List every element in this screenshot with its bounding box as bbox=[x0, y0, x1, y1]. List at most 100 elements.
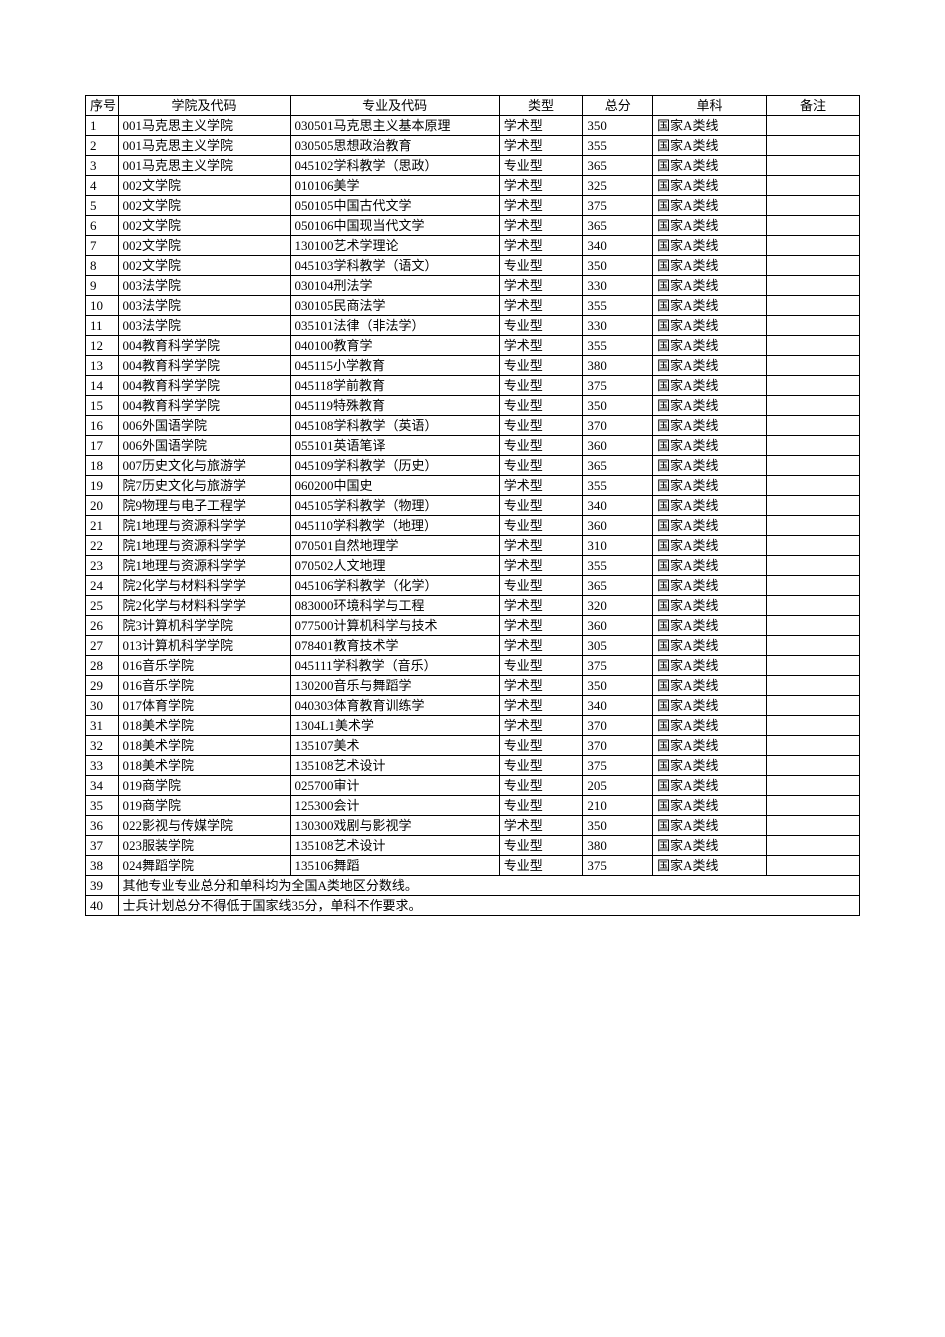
table-cell: 030501马克思主义基本原理 bbox=[290, 116, 499, 136]
table-cell: 专业型 bbox=[499, 436, 583, 456]
table-cell: 045105学科教学（物理） bbox=[290, 496, 499, 516]
table-cell: 004教育科学学院 bbox=[118, 336, 290, 356]
table-cell: 国家A类线 bbox=[653, 236, 767, 256]
table-row: 18007历史文化与旅游学045109学科教学（历史）专业型365国家A类线 bbox=[86, 456, 860, 476]
table-cell: 国家A类线 bbox=[653, 196, 767, 216]
table-cell: 18 bbox=[86, 456, 119, 476]
table-cell: 210 bbox=[583, 796, 653, 816]
table-cell: 375 bbox=[583, 656, 653, 676]
table-cell: 院9物理与电子工程学 bbox=[118, 496, 290, 516]
table-cell: 350 bbox=[583, 256, 653, 276]
table-cell: 2 bbox=[86, 136, 119, 156]
table-row: 13004教育科学学院045115小学教育专业型380国家A类线 bbox=[86, 356, 860, 376]
table-cell: 003法学院 bbox=[118, 316, 290, 336]
table-cell: 320 bbox=[583, 596, 653, 616]
table-cell: 350 bbox=[583, 676, 653, 696]
table-cell: 045119特殊教育 bbox=[290, 396, 499, 416]
table-row: 9003法学院030104刑法学学术型330国家A类线 bbox=[86, 276, 860, 296]
table-cell: 3 bbox=[86, 156, 119, 176]
table-cell: 国家A类线 bbox=[653, 616, 767, 636]
table-cell: 专业型 bbox=[499, 156, 583, 176]
table-cell: 070501自然地理学 bbox=[290, 536, 499, 556]
table-cell: 国家A类线 bbox=[653, 496, 767, 516]
table-cell: 16 bbox=[86, 416, 119, 436]
table-cell bbox=[767, 536, 860, 556]
table-row: 25院2化学与材料科学学083000环境科学与工程学术型320国家A类线 bbox=[86, 596, 860, 616]
table-cell: 院1地理与资源科学学 bbox=[118, 536, 290, 556]
table-cell: 006外国语学院 bbox=[118, 436, 290, 456]
table-cell bbox=[767, 836, 860, 856]
table-row: 36022影视与传媒学院130300戏剧与影视学学术型350国家A类线 bbox=[86, 816, 860, 836]
table-cell: 016音乐学院 bbox=[118, 676, 290, 696]
table-cell: 135107美术 bbox=[290, 736, 499, 756]
table-cell: 325 bbox=[583, 176, 653, 196]
table-cell: 国家A类线 bbox=[653, 116, 767, 136]
table-cell: 045109学科教学（历史） bbox=[290, 456, 499, 476]
table-cell: 学术型 bbox=[499, 596, 583, 616]
table-cell bbox=[767, 156, 860, 176]
table-cell: 学术型 bbox=[499, 136, 583, 156]
table-row: 23院1地理与资源科学学070502人文地理学术型355国家A类线 bbox=[86, 556, 860, 576]
table-row: 4002文学院010106美学学术型325国家A类线 bbox=[86, 176, 860, 196]
table-cell: 学术型 bbox=[499, 116, 583, 136]
header-seq: 序号 bbox=[86, 96, 119, 116]
table-cell: 9 bbox=[86, 276, 119, 296]
footer-row: 39其他专业专业总分和单科均为全国A类地区分数线。 bbox=[86, 876, 860, 896]
table-cell: 25 bbox=[86, 596, 119, 616]
table-cell: 学术型 bbox=[499, 296, 583, 316]
table-cell: 077500计算机科学与技术 bbox=[290, 616, 499, 636]
table-cell: 350 bbox=[583, 396, 653, 416]
table-cell: 018美术学院 bbox=[118, 716, 290, 736]
table-cell: 专业型 bbox=[499, 856, 583, 876]
table-cell: 院2化学与材料科学学 bbox=[118, 576, 290, 596]
table-cell: 007历史文化与旅游学 bbox=[118, 456, 290, 476]
table-cell: 21 bbox=[86, 516, 119, 536]
table-cell: 学术型 bbox=[499, 556, 583, 576]
table-cell: 370 bbox=[583, 416, 653, 436]
table-cell: 355 bbox=[583, 296, 653, 316]
table-cell: 030105民商法学 bbox=[290, 296, 499, 316]
table-cell: 360 bbox=[583, 516, 653, 536]
table-cell: 15 bbox=[86, 396, 119, 416]
table-cell: 国家A类线 bbox=[653, 456, 767, 476]
table-cell: 024舞蹈学院 bbox=[118, 856, 290, 876]
table-cell bbox=[767, 636, 860, 656]
table-row: 3001马克思主义学院045102学科教学（思政）专业型365国家A类线 bbox=[86, 156, 860, 176]
table-cell: 国家A类线 bbox=[653, 696, 767, 716]
footer-row: 40士兵计划总分不得低于国家线35分，单科不作要求。 bbox=[86, 896, 860, 916]
table-cell: 国家A类线 bbox=[653, 556, 767, 576]
table-cell: 专业型 bbox=[499, 416, 583, 436]
table-cell: 7 bbox=[86, 236, 119, 256]
table-cell: 001马克思主义学院 bbox=[118, 156, 290, 176]
table-cell: 002文学院 bbox=[118, 196, 290, 216]
table-cell: 355 bbox=[583, 556, 653, 576]
table-cell: 学术型 bbox=[499, 716, 583, 736]
table-cell: 375 bbox=[583, 856, 653, 876]
table-cell bbox=[767, 476, 860, 496]
table-cell: 375 bbox=[583, 756, 653, 776]
table-cell bbox=[767, 396, 860, 416]
table-cell: 4 bbox=[86, 176, 119, 196]
table-cell: 专业型 bbox=[499, 316, 583, 336]
footer-seq: 39 bbox=[86, 876, 119, 896]
table-cell: 310 bbox=[583, 536, 653, 556]
table-cell: 030104刑法学 bbox=[290, 276, 499, 296]
table-cell: 045111学科教学（音乐） bbox=[290, 656, 499, 676]
table-cell: 5 bbox=[86, 196, 119, 216]
table-cell: 学术型 bbox=[499, 676, 583, 696]
table-cell: 专业型 bbox=[499, 356, 583, 376]
table-cell: 国家A类线 bbox=[653, 576, 767, 596]
table-cell bbox=[767, 276, 860, 296]
table-cell: 305 bbox=[583, 636, 653, 656]
table-row: 1001马克思主义学院030501马克思主义基本原理学术型350国家A类线 bbox=[86, 116, 860, 136]
table-cell: 355 bbox=[583, 336, 653, 356]
table-cell: 135108艺术设计 bbox=[290, 836, 499, 856]
table-cell: 040303体育教育训练学 bbox=[290, 696, 499, 716]
table-cell: 学术型 bbox=[499, 696, 583, 716]
table-row: 37023服装学院135108艺术设计专业型380国家A类线 bbox=[86, 836, 860, 856]
table-cell bbox=[767, 616, 860, 636]
table-cell: 学术型 bbox=[499, 236, 583, 256]
table-cell: 003法学院 bbox=[118, 276, 290, 296]
table-cell: 专业型 bbox=[499, 376, 583, 396]
table-cell: 专业型 bbox=[499, 836, 583, 856]
